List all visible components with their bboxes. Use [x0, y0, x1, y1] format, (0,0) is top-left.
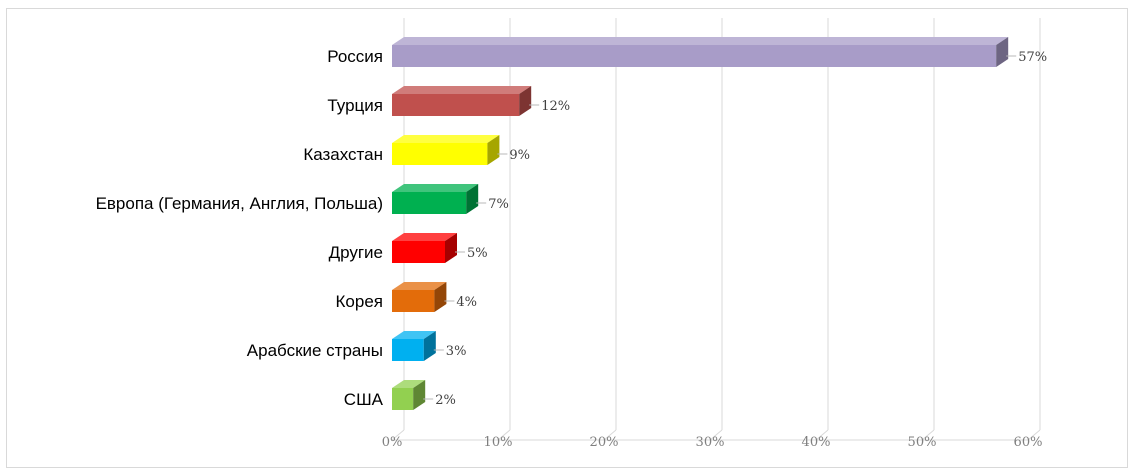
- gridline-depth-60: [1027, 429, 1041, 441]
- x-tick-label: 20%: [590, 435, 619, 450]
- bar-top-face: [392, 37, 1009, 45]
- category-label: Другие: [329, 243, 383, 262]
- category-label: Европа (Германия, Англия, Польша): [96, 194, 383, 213]
- category-label: Арабские страны: [247, 341, 383, 360]
- bar-4: [392, 184, 487, 214]
- data-label: 12%: [541, 99, 570, 114]
- category-label: Россия: [327, 47, 383, 66]
- gridline-depth-10: [497, 429, 511, 441]
- bar-front-face: [392, 339, 424, 361]
- bar-front-face: [392, 45, 997, 67]
- bar-side-face: [413, 380, 426, 410]
- gridline-depth-40: [815, 429, 829, 441]
- bar-front-face: [392, 192, 467, 214]
- bar-top-face: [392, 233, 457, 241]
- gridline-depth-0: [391, 429, 405, 441]
- bar-side-face: [466, 184, 479, 214]
- bar-front-face: [392, 94, 520, 116]
- labels: 0% 10% 20% 30% 40% 50% 60% 57% Россия 12% Турция 9%…: [96, 47, 1048, 450]
- data-label: 9%: [509, 148, 530, 163]
- bar-front-face: [392, 290, 435, 312]
- bar-side-face: [423, 331, 436, 361]
- bar-top-face: [392, 135, 500, 143]
- gridlines: [391, 18, 1041, 441]
- x-tick-label: 40%: [802, 435, 831, 450]
- bar-top-face: [392, 282, 447, 290]
- x-tick-label: 30%: [696, 435, 725, 450]
- bar-2: [392, 86, 540, 116]
- bar-8: [392, 380, 434, 410]
- data-label: 3%: [446, 344, 467, 359]
- gridline-depth-20: [603, 429, 617, 441]
- bar-side-face: [434, 282, 447, 312]
- bar-3: [392, 135, 508, 165]
- bar-side-face: [519, 86, 532, 116]
- bar-5: [392, 233, 465, 263]
- bar-front-face: [392, 388, 414, 410]
- bar-side-face: [445, 233, 457, 263]
- gridline-depth-30: [709, 429, 723, 441]
- bar-front-face: [392, 143, 488, 165]
- bar-7: [392, 331, 444, 361]
- gridline-depth-50: [921, 429, 935, 441]
- bar-top-face: [392, 331, 436, 339]
- bar-front-face: [392, 241, 445, 263]
- bar-6: [392, 282, 455, 312]
- bar-side-face: [487, 135, 500, 165]
- bars: [392, 37, 1017, 410]
- category-label: Казахстан: [303, 145, 383, 164]
- bar-top-face: [392, 380, 426, 388]
- x-tick-label: 60%: [1014, 435, 1043, 450]
- x-tick-label: 10%: [484, 435, 513, 450]
- data-label: 7%: [488, 197, 509, 212]
- category-label: Турция: [327, 96, 383, 115]
- data-label: 2%: [435, 393, 456, 408]
- bar-top-face: [392, 184, 479, 192]
- data-label: 57%: [1018, 50, 1047, 65]
- bar-side-face: [996, 37, 1009, 67]
- x-tick-label: 50%: [908, 435, 937, 450]
- data-label: 4%: [456, 295, 477, 310]
- bar-1: [392, 37, 1017, 67]
- category-label: Корея: [336, 292, 383, 311]
- chart-frame: [6, 8, 1128, 468]
- bar-top-face: [392, 86, 532, 94]
- category-label: США: [344, 390, 384, 409]
- x-tick-label: 0%: [382, 435, 403, 450]
- data-label: 5%: [467, 246, 488, 261]
